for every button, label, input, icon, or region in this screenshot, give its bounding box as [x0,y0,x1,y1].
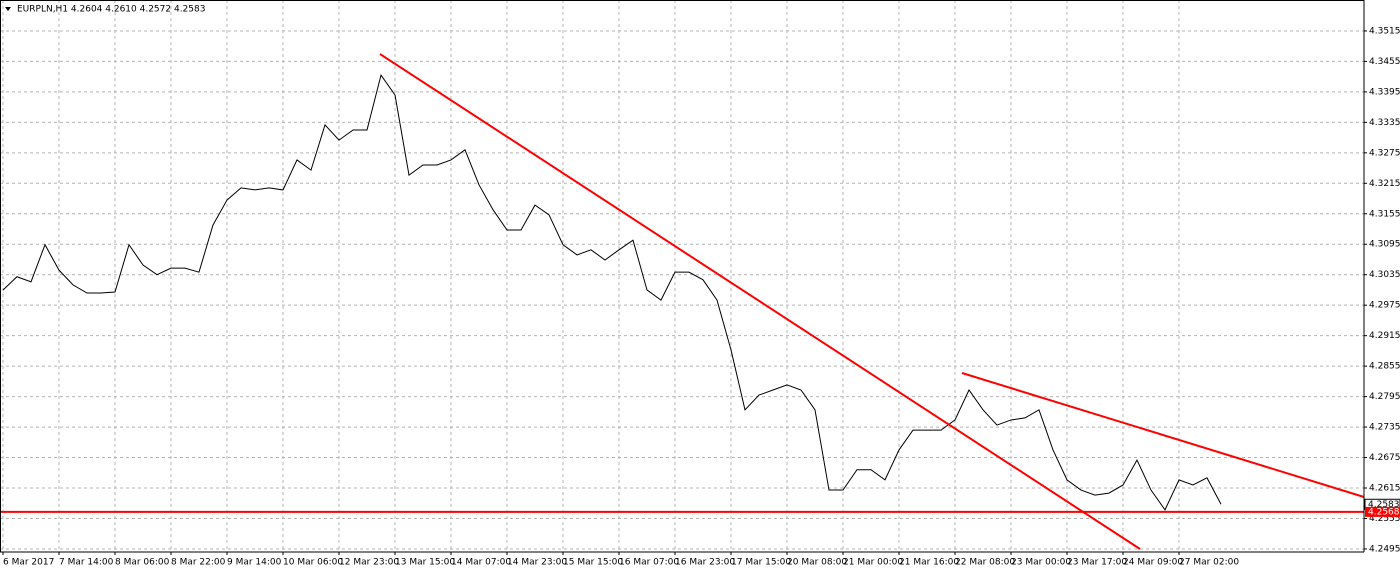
price-line [2,73,1222,511]
x-tick-label: 21 Mar 00:00 [843,558,903,568]
x-tick-label: 12 Mar 23:00 [339,558,399,568]
y-tick-label: 4.2675 [1369,453,1400,463]
x-tick-label: 13 Mar 15:00 [395,558,455,568]
x-tick-label: 20 Mar 08:00 [787,558,847,568]
x-tick-label: 6 Mar 2017 [3,558,54,568]
x-tick-label: 21 Mar 16:00 [899,558,959,568]
x-tick-label: 27 Mar 02:00 [1179,558,1239,568]
axis-labels: 4.3515 4.3455 4.3395 4.3335 4.3275 4.3215 4.31… [2,26,1400,568]
y-tick-label: 4.2735 [1369,423,1400,433]
y-tick-label: 4.2615 [1369,484,1400,494]
horizontal-line-tag [1365,506,1400,517]
y-tick-label: 4.2555 [1369,514,1400,524]
y-tick-label: 4.3335 [1369,118,1400,128]
y-tick-label: 4.3095 [1369,240,1400,250]
y-tick-label: 4.2855 [1369,362,1400,372]
y-tick-label: 4.2795 [1369,392,1400,402]
y-tick-label: 4.2975 [1369,301,1400,311]
x-tick-label: 23 Mar 00:00 [1011,558,1071,568]
x-tick-label: 10 Mar 06:00 [283,558,343,568]
menu-arrow[interactable] [5,7,11,11]
trend-line [961,372,1365,498]
x-tick-label: 8 Mar 06:00 [115,558,170,568]
y-tick-label: 4.2495 [1369,544,1400,554]
x-tick-label: 24 Mar 09:00 [1123,558,1183,568]
axis-background [0,552,1400,571]
last-price-label: 4.2583 [1368,500,1400,510]
horizontal-line-label: 4.2568 [1368,507,1400,517]
y-tick-label: 4.3515 [1369,26,1400,36]
trend-line [379,53,1141,550]
x-tick-label: 22 Mar 08:00 [955,558,1015,568]
axis-background [1364,0,1400,571]
chart-title: EURPLN,H1 4.2604 4.2610 4.2572 4.2583 [17,5,205,15]
x-tick-label: 7 Mar 14:00 [59,558,114,568]
x-tick-label: 16 Mar 23:00 [675,558,735,568]
plot [0,73,1364,513]
x-tick-label: 23 Mar 17:00 [1067,558,1127,568]
x-tick-label: 17 Mar 15:00 [731,558,791,568]
y-tick-label: 4.3395 [1369,87,1400,97]
y-tick-label: 4.3275 [1369,148,1400,158]
x-tick-label: 8 Mar 22:00 [171,558,226,568]
y-tick-label: 4.2915 [1369,331,1400,341]
x-tick-label: 9 Mar 14:00 [227,558,282,568]
x-tick-label: 15 Mar 15:00 [563,558,623,568]
x-tick-label: 16 Mar 07:00 [619,558,679,568]
y-tick-label: 4.3215 [1369,179,1400,189]
x-tick-label: 14 Mar 23:00 [507,558,567,568]
y-tick-label: 4.3455 [1369,57,1400,67]
x-tick-label: 14 Mar 07:00 [451,558,511,568]
y-tick-label: 4.3155 [1369,209,1400,219]
y-tick-label: 4.3035 [1369,270,1400,280]
